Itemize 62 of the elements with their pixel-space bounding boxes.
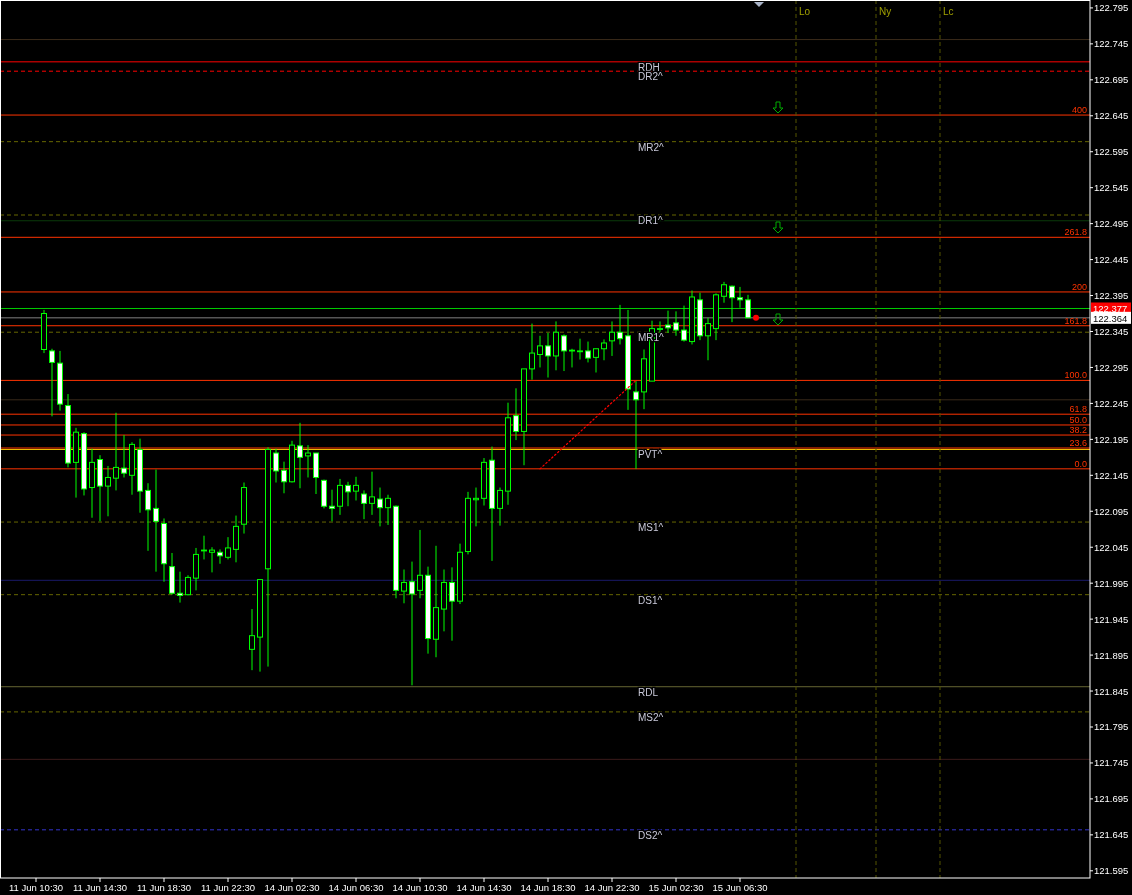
ref-line-label: RDH [638, 61, 660, 73]
y-tick-label: 122.095 [1094, 505, 1129, 517]
annotation: 50.0 [1069, 414, 1087, 425]
y-tick-label: 122.245 [1094, 397, 1129, 409]
annotation: 261.8 [1064, 227, 1087, 238]
annotation: 100.0 [1064, 370, 1087, 381]
annotation: Lc [943, 6, 954, 17]
annotation: 161.8 [1064, 315, 1087, 326]
annotation: Ny [879, 6, 892, 17]
annotation: 38.2 [1069, 425, 1087, 436]
y-tick-label: 121.795 [1094, 721, 1129, 733]
annotation: 400 [1071, 105, 1087, 116]
ref-line-label: 122.364 [1093, 312, 1128, 324]
ref-line-label: DS1^ [638, 594, 663, 606]
annotation: 61.8 [1069, 404, 1087, 415]
ref-line-label: RDL [638, 686, 659, 698]
ref-line-label: 122.377 [1093, 303, 1128, 315]
x-tick-label: 14 Jun 22:30 [584, 882, 640, 893]
x-tick-label: 11 Jun 14:30 [72, 882, 128, 893]
annotation: 200 [1071, 281, 1087, 292]
x-tick-label: 14 Jun 14:30 [456, 882, 512, 893]
annotation: 0.0 [1074, 458, 1087, 469]
y-tick-label: 122.495 [1094, 218, 1129, 230]
ref-line-label: MR2^ [638, 141, 665, 153]
y-tick-label: 122.545 [1094, 182, 1129, 194]
y-tick-label: 122.345 [1094, 326, 1129, 337]
annotation: 23.6 [1069, 437, 1087, 448]
ref-line-label: DS2^ [638, 829, 663, 841]
y-tick-label: 121.595 [1094, 865, 1129, 877]
ref-line-label: DR2^ [638, 71, 663, 83]
y-tick-label: 122.045 [1094, 541, 1129, 553]
x-tick-label: 14 Jun 18:30 [520, 882, 576, 893]
y-tick-label: 121.745 [1094, 757, 1129, 769]
y-tick-label: 122.795 [1094, 2, 1129, 14]
x-tick-label: 15 Jun 02:30 [648, 882, 704, 893]
y-tick-label: 122.395 [1094, 290, 1129, 302]
x-tick-label: 14 Jun 06:30 [328, 882, 384, 893]
ref-line-label: DR1^ [638, 215, 663, 227]
y-tick-label: 122.595 [1094, 146, 1129, 158]
y-tick-label: 122.195 [1094, 433, 1129, 445]
ref-line-label: MS2^ [638, 711, 664, 723]
y-tick-label: 122.145 [1094, 469, 1129, 481]
y-tick-label: 121.645 [1094, 829, 1129, 841]
annotation: Lo [799, 6, 811, 17]
x-tick-label: 11 Jun 10:30 [8, 882, 64, 893]
y-tick-label: 122.645 [1094, 110, 1129, 122]
y-tick-label: 121.995 [1094, 577, 1129, 589]
y-tick-label: 122.295 [1094, 361, 1129, 373]
x-tick-label: 14 Jun 02:30 [264, 882, 320, 893]
y-tick-label: 121.895 [1094, 649, 1129, 661]
x-tick-label: 15 Jun 06:30 [712, 882, 768, 893]
y-tick-label: 121.695 [1094, 793, 1129, 805]
y-tick-label: 122.445 [1094, 254, 1129, 266]
ref-line-label: PVT^ [638, 449, 663, 461]
ref-line-label: MS1^ [638, 522, 664, 534]
y-tick-label: 121.845 [1094, 685, 1129, 697]
y-tick-label: 122.745 [1094, 38, 1129, 50]
y-tick-label: 122.695 [1094, 74, 1129, 86]
x-tick-label: 11 Jun 22:30 [200, 882, 256, 893]
x-tick-label: 11 Jun 18:30 [136, 882, 192, 893]
x-tick-label: 14 Jun 10:30 [392, 882, 448, 893]
y-tick-label: 121.945 [1094, 613, 1129, 625]
